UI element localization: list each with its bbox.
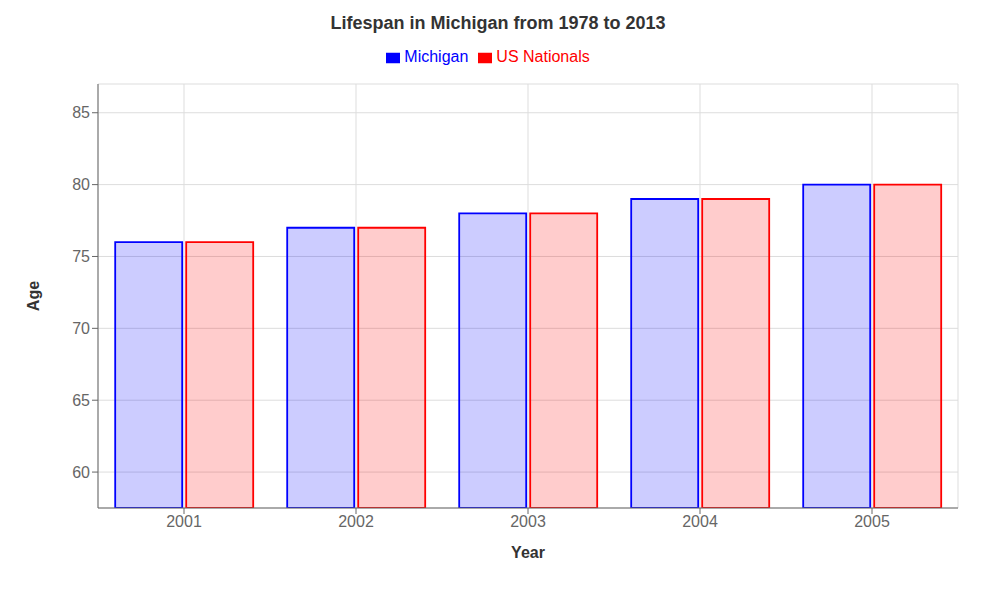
svg-text:65: 65 xyxy=(72,392,90,409)
svg-text:2001: 2001 xyxy=(166,513,202,530)
svg-text:60: 60 xyxy=(72,464,90,481)
svg-text:Age: Age xyxy=(25,281,42,311)
html-text:Lifespan in Michigan from 1978: Lifespan in Michigan from 1978 to 2013 xyxy=(330,13,666,33)
svg-text:75: 75 xyxy=(72,248,90,265)
svg-text:2002: 2002 xyxy=(338,513,374,530)
svg-text:70: 70 xyxy=(72,320,90,337)
html-text:US Nationals: US Nationals xyxy=(496,48,590,65)
svg-text:2004: 2004 xyxy=(682,513,718,530)
svg-text:80: 80 xyxy=(72,176,90,193)
html-text:Michigan: Michigan xyxy=(404,48,469,65)
svg-text:Year: Year xyxy=(511,544,545,561)
svg-text:85: 85 xyxy=(72,104,90,121)
svg-text:2003: 2003 xyxy=(510,513,546,530)
svg-text:2005: 2005 xyxy=(854,513,890,530)
